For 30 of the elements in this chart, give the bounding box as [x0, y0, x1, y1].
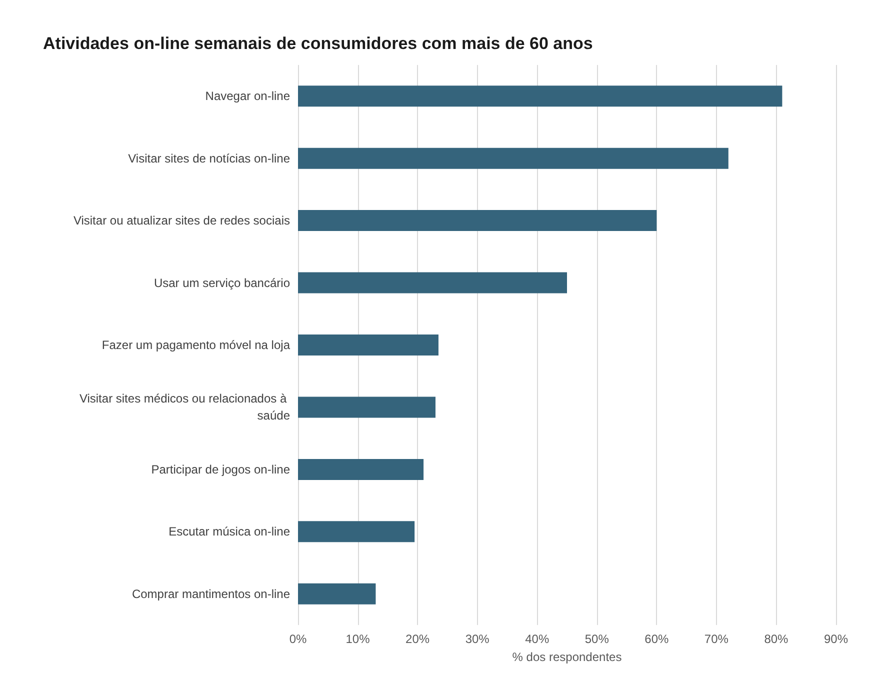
- y-tick-label: Fazer um pagamento móvel na loja: [102, 338, 290, 352]
- y-tick-label: Visitar sites médicos ou relacionados à saúde: [79, 392, 290, 423]
- y-tick-label: Participar de jogos on-line: [151, 462, 290, 476]
- chart-title: Atividades on-line semanais de consumidores com mais de 60 anos: [43, 34, 593, 53]
- y-tick-label: Usar um serviço bancário: [154, 276, 290, 290]
- x-tick-label: 30%: [465, 632, 490, 646]
- bar: [298, 210, 657, 232]
- y-tick-label: Escutar música on-line: [168, 524, 290, 539]
- x-axis-title: % dos respondentes: [512, 650, 622, 664]
- bar: [298, 272, 567, 294]
- bar: [298, 334, 438, 356]
- y-tick-label: Visitar sites de notícias on-line: [128, 151, 290, 166]
- bar: [298, 148, 728, 169]
- x-tick-label: 60%: [644, 632, 669, 646]
- x-tick-label: 90%: [824, 632, 848, 646]
- x-tick-label: 10%: [346, 632, 370, 646]
- x-tick-label: 50%: [584, 632, 610, 646]
- y-tick-label: Visitar ou atualizar sites de redes sociais: [73, 214, 290, 228]
- x-tick-label: 40%: [525, 632, 550, 646]
- bar: [298, 458, 424, 480]
- bar: [298, 86, 782, 107]
- x-tick-label: 20%: [406, 632, 430, 646]
- bar: [298, 396, 436, 418]
- y-tick-label: Comprar mantimentos on-line: [132, 586, 290, 601]
- x-tick-label: 0%: [289, 632, 307, 646]
- bar: [298, 583, 376, 604]
- x-tick-label: 70%: [704, 632, 729, 646]
- y-tick-label: Navegar on-line: [205, 89, 290, 104]
- bar: [298, 521, 415, 542]
- x-tick-label: 80%: [764, 632, 789, 646]
